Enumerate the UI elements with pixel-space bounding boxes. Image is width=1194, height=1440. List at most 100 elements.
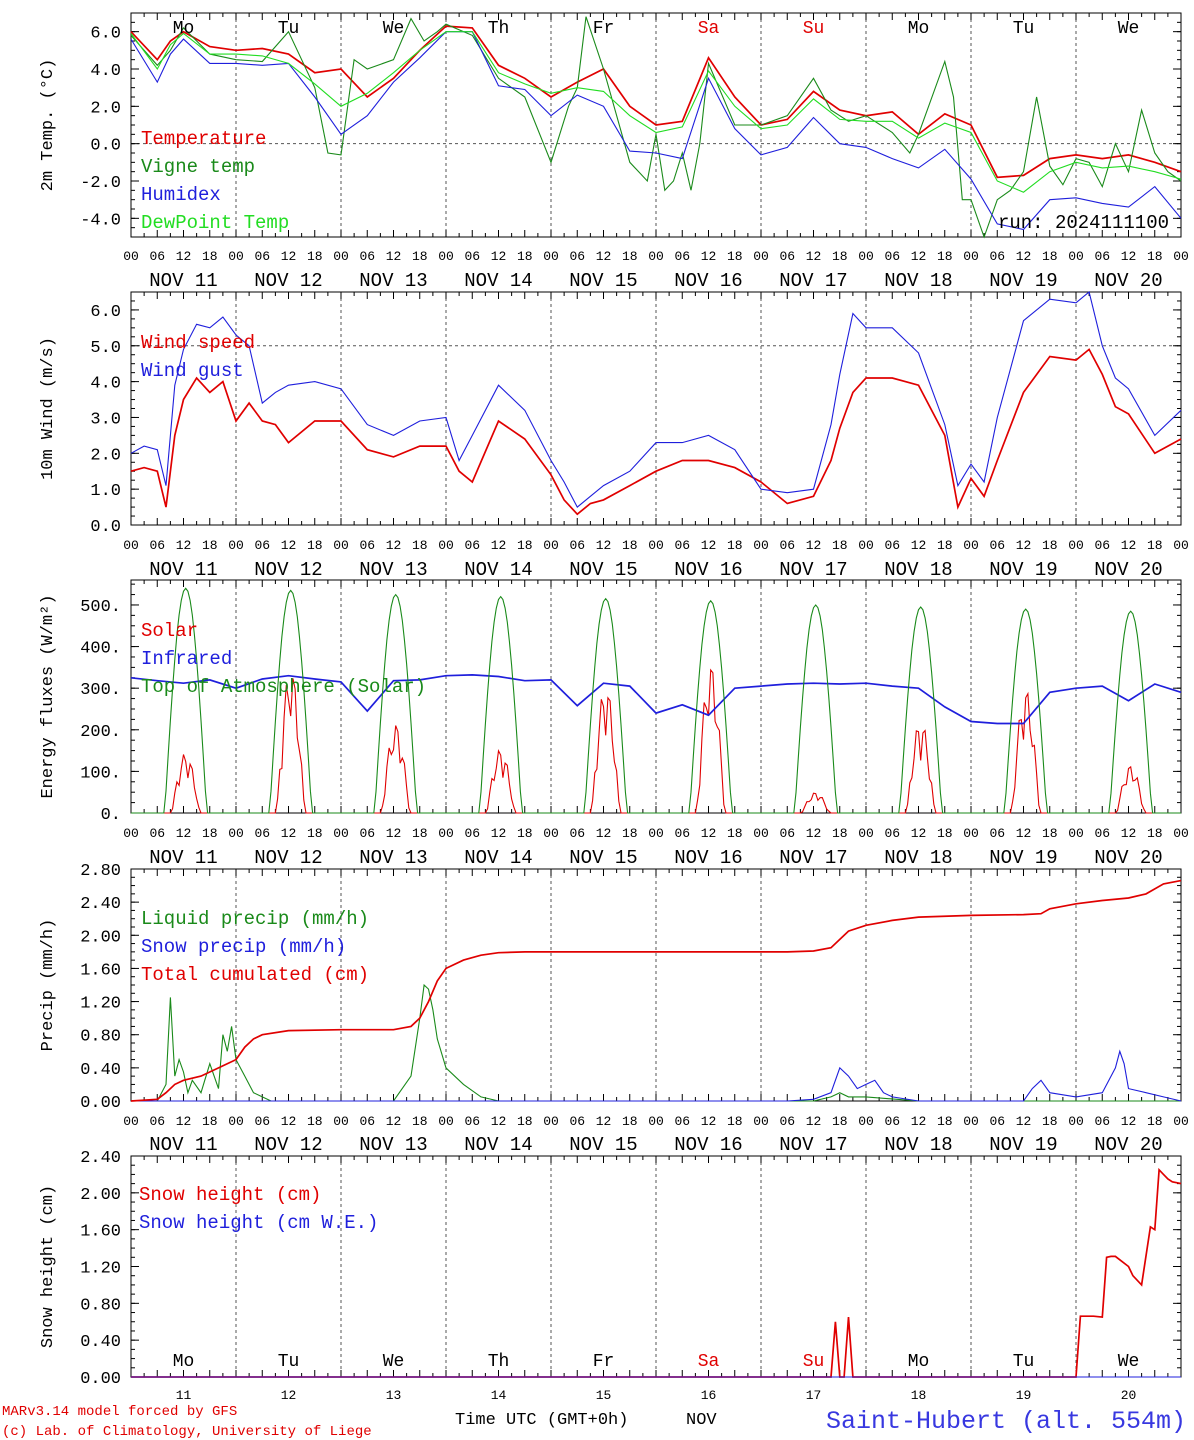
hour-tick-label: 00 xyxy=(333,249,349,264)
hour-tick-label: 00 xyxy=(543,1114,559,1129)
hour-tick-label: 12 xyxy=(806,1114,822,1129)
hour-tick-label: 12 xyxy=(911,249,927,264)
weekday-label: Su xyxy=(803,19,825,39)
hour-tick-label: 18 xyxy=(622,249,638,264)
legend-entry: Snow height (cm W.E.) xyxy=(139,1212,378,1234)
y-tick-label: -2.0 xyxy=(80,174,121,193)
hour-tick-label: 06 xyxy=(989,826,1005,841)
hour-tick-label: 18 xyxy=(832,826,848,841)
weekday-label: Tu xyxy=(1013,19,1035,39)
hour-tick-label: 00 xyxy=(858,249,874,264)
hour-tick-label: 06 xyxy=(884,826,900,841)
hour-tick-label: 18 xyxy=(1147,538,1163,553)
hour-tick-label: 18 xyxy=(937,1114,953,1129)
series-line-temperature xyxy=(130,25,1182,179)
hour-tick-label: 06 xyxy=(884,1114,900,1129)
y-tick-label: 3.0 xyxy=(90,410,121,429)
day-label: NOV 13 xyxy=(359,1134,427,1156)
y-tick-label: 300. xyxy=(80,681,121,700)
hour-tick-label: 06 xyxy=(779,538,795,553)
weekday-label: We xyxy=(383,1352,405,1372)
hour-tick-label: 12 xyxy=(1121,538,1137,553)
hour-tick-label: 12 xyxy=(911,826,927,841)
hour-tick-label: 06 xyxy=(674,249,690,264)
legend-entry: Solar xyxy=(141,620,198,642)
hour-tick-label: 00 xyxy=(963,538,979,553)
weekday-label: We xyxy=(1118,1352,1140,1372)
day-label: NOV 15 xyxy=(569,1134,637,1156)
y-tick-label: 4.0 xyxy=(90,62,121,81)
y-axis-title: 10m Wind (m/s) xyxy=(39,337,58,480)
hour-tick-label: 12 xyxy=(701,249,717,264)
legend-entry: Liquid precip (mm/h) xyxy=(141,908,369,930)
hour-tick-label: 18 xyxy=(1147,249,1163,264)
hour-tick-label: 18 xyxy=(517,249,533,264)
y-tick-label: 0.0 xyxy=(90,518,121,537)
hour-tick-label: 12 xyxy=(491,826,507,841)
hour-tick-label: 12 xyxy=(1121,826,1137,841)
day-label: NOV 19 xyxy=(989,559,1057,581)
hour-tick-label: 12 xyxy=(281,538,297,553)
hour-tick-label: 00 xyxy=(1068,538,1084,553)
day-label: NOV 13 xyxy=(359,847,427,869)
station-name: Saint-Hubert (alt. 554m) xyxy=(826,1407,1186,1436)
hour-tick-label: 06 xyxy=(1094,538,1110,553)
series-line-top-of-atmosphere-solar- xyxy=(131,587,1181,814)
hour-tick-label: 12 xyxy=(281,249,297,264)
day-label: NOV 16 xyxy=(674,847,742,869)
legend-entry: Top of Atmosphere (Solar) xyxy=(141,676,426,698)
hour-tick-label: 18 xyxy=(727,1114,743,1129)
hour-tick-label: 06 xyxy=(254,538,270,553)
hour-tick-label: 06 xyxy=(779,249,795,264)
hour-tick-label: 00 xyxy=(123,826,139,841)
hour-tick-label: 00 xyxy=(648,538,664,553)
hour-tick-label: 06 xyxy=(464,538,480,553)
hour-tick-label: 06 xyxy=(464,1114,480,1129)
series-line-total-cumulated-cm- xyxy=(130,879,1182,1102)
day-label: NOV 14 xyxy=(464,559,532,581)
hour-tick-label: 06 xyxy=(779,1114,795,1129)
hour-tick-label: 12 xyxy=(701,1114,717,1129)
hour-tick-label: 00 xyxy=(753,1114,769,1129)
weekday-label: Su xyxy=(803,1352,825,1372)
day-label: NOV 11 xyxy=(149,559,217,581)
day-label: NOV 13 xyxy=(359,270,427,292)
y-tick-label: 0.40 xyxy=(80,1333,121,1352)
weekday-label: Mo xyxy=(908,19,930,39)
hour-tick-label: 00 xyxy=(333,1114,349,1129)
series-line-wind-speed xyxy=(130,348,1182,516)
hour-tick-label: 12 xyxy=(911,538,927,553)
hour-tick-label: 00 xyxy=(963,1114,979,1129)
y-tick-label: 0.80 xyxy=(80,1028,121,1047)
hour-tick-label: 06 xyxy=(149,538,165,553)
day-number-label: 13 xyxy=(386,1388,402,1403)
hour-tick-label: 00 xyxy=(648,1114,664,1129)
y-tick-label: 2.0 xyxy=(90,446,121,465)
hour-tick-label: 12 xyxy=(281,1114,297,1129)
weekday-label: Mo xyxy=(173,19,195,39)
hour-tick-label: 18 xyxy=(727,538,743,553)
day-label: NOV 16 xyxy=(674,270,742,292)
hour-tick-label: 18 xyxy=(727,826,743,841)
hour-tick-label: 18 xyxy=(1042,538,1058,553)
day-label: NOV 17 xyxy=(779,847,847,869)
hour-tick-label: 00 xyxy=(438,249,454,264)
hour-tick-label: 06 xyxy=(359,826,375,841)
day-label: NOV 18 xyxy=(884,847,952,869)
hour-tick-label: 00 xyxy=(228,538,244,553)
hour-tick-label: 00 xyxy=(858,826,874,841)
hour-tick-label: 06 xyxy=(1094,826,1110,841)
hour-tick-label: 06 xyxy=(254,1114,270,1129)
day-label: NOV 17 xyxy=(779,559,847,581)
series-line-dewpoint-temp xyxy=(130,31,1182,193)
day-number-label: 17 xyxy=(806,1388,822,1403)
hour-tick-label: 06 xyxy=(359,538,375,553)
hour-tick-label: 06 xyxy=(464,826,480,841)
y-tick-label: 1.60 xyxy=(80,961,121,980)
hour-tick-label: 06 xyxy=(569,249,585,264)
hour-tick-label: 06 xyxy=(674,1114,690,1129)
hour-tick-label: 18 xyxy=(1042,826,1058,841)
panel-wind: 6.0 5.0 4.0 3.0 2.0 1.0 0.0 10m Wind (m/s) 00 06 1… xyxy=(39,291,1189,581)
day-number-label: 16 xyxy=(701,1388,717,1403)
